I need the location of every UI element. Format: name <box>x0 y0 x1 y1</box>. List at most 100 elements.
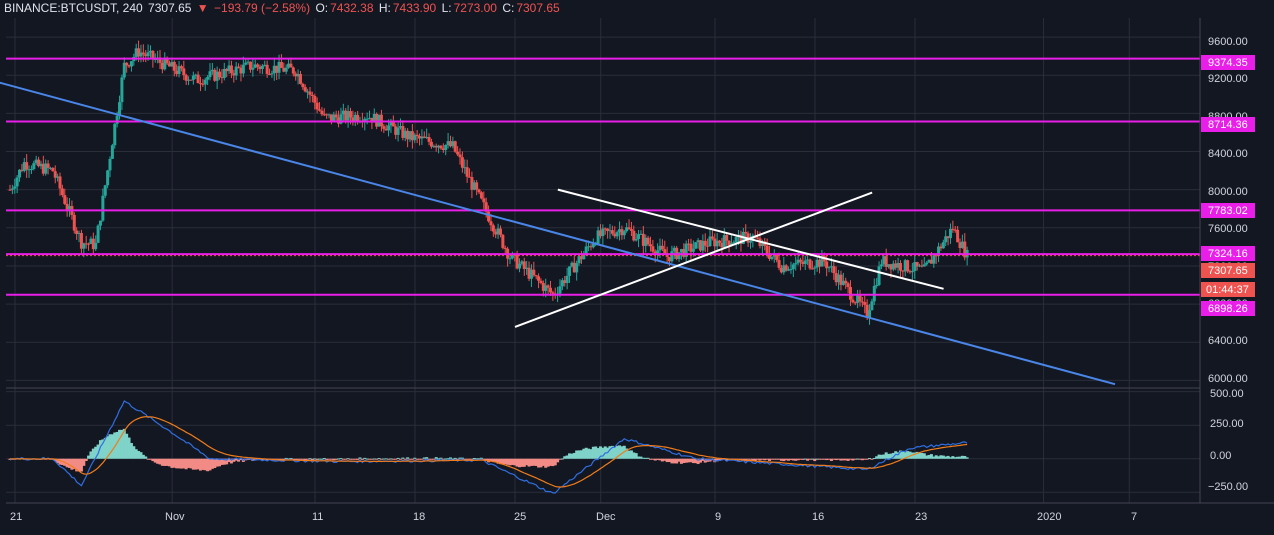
macd-histogram-bar <box>434 457 438 459</box>
macd-histogram-bar <box>958 456 962 459</box>
candle-body <box>791 264 795 270</box>
macd-histogram-bar <box>125 433 129 459</box>
candle-body <box>58 176 62 189</box>
macd-histogram-bar <box>518 458 522 468</box>
macd-histogram-bar <box>160 458 164 466</box>
candle-body <box>82 243 86 249</box>
macd-histogram-bar <box>153 458 157 463</box>
macd-histogram-bar <box>898 450 902 459</box>
candle-body <box>941 242 945 249</box>
macd-histogram-bar <box>589 449 593 459</box>
macd-histogram-bar <box>672 458 676 464</box>
macd-axis[interactable]: 500.00 250.00 0.00 −250.00 <box>1208 388 1248 493</box>
macd-histogram-bar <box>858 458 862 460</box>
macd-histogram-bar <box>765 458 769 460</box>
macd-histogram-bar <box>468 458 472 460</box>
macd-histogram-bar <box>132 446 136 459</box>
macd-histogram-bar <box>401 457 405 459</box>
macd-histogram-bar <box>206 458 210 472</box>
candle-body <box>15 177 19 187</box>
macd-histogram-bar <box>189 458 193 469</box>
candle-body <box>908 271 912 273</box>
macd-histogram-bar <box>127 437 131 459</box>
macd-histogram-bar <box>398 458 402 460</box>
macd-histogram-bar <box>879 454 883 459</box>
candle-body <box>196 74 200 84</box>
macd-histogram-bar <box>837 458 841 460</box>
macd-histogram-bar <box>344 458 348 460</box>
candle-body <box>151 50 155 60</box>
candle-body <box>532 269 536 276</box>
candle-body <box>375 114 379 127</box>
macd-histogram-bar <box>96 444 100 459</box>
macd-histogram-bar <box>963 455 967 459</box>
macd-histogram-bar <box>560 458 564 460</box>
price-tick: 6400.00 <box>1208 335 1248 347</box>
candle-body <box>332 114 336 121</box>
candle-body <box>901 270 905 272</box>
candle-body <box>679 249 683 253</box>
macd-histogram-bar <box>863 458 867 460</box>
macd-histogram-bar <box>889 453 893 459</box>
time-label: 16 <box>812 511 824 523</box>
candle-body <box>672 247 676 252</box>
macd-histogram-bar <box>815 458 819 460</box>
macd-histogram-bar <box>287 458 291 460</box>
macd-histogram-bar <box>818 458 822 460</box>
candle-body <box>313 95 317 103</box>
time-axis[interactable]: 21 Nov 11 18 25 Dec 9 16 23 2020 7 <box>10 511 1137 523</box>
level-label-box <box>1201 203 1255 218</box>
candle-body <box>815 259 819 268</box>
macd-histogram-bar <box>163 458 167 466</box>
candle-body <box>56 176 60 178</box>
macd-histogram-bar <box>377 458 381 460</box>
candle-body <box>298 73 302 84</box>
macd-histogram-bar <box>87 455 91 459</box>
candle-body <box>227 65 231 72</box>
macd-histogram-bar <box>451 458 455 460</box>
level-label-7783: 7783.02 <box>1208 205 1248 217</box>
macd-histogram-bar <box>472 458 476 460</box>
macd-histogram-bar <box>382 458 386 460</box>
macd-histogram-bar <box>329 458 333 460</box>
macd-histogram-bar <box>225 458 229 465</box>
macd-histogram-bar <box>570 453 574 459</box>
level-label-7324: 7324.16 <box>1208 248 1248 260</box>
price-tick: 6000.00 <box>1208 373 1248 385</box>
candle-body <box>546 285 550 288</box>
candle-body <box>434 145 438 148</box>
candle-body <box>784 265 788 271</box>
macd-histogram-bar <box>179 458 183 469</box>
macd-histogram-bar <box>784 458 788 461</box>
candle-body <box>318 109 322 111</box>
candle-body <box>303 87 307 92</box>
candle-body <box>341 110 345 115</box>
macd-histogram-bar <box>751 458 755 461</box>
candle-body <box>244 62 248 65</box>
macd-histogram-bar <box>848 458 852 460</box>
candle-body <box>615 232 619 237</box>
candle-body <box>172 61 176 71</box>
candle-body <box>734 236 738 243</box>
symbol-label[interactable]: BINANCE:BTCUSDT, 240 <box>4 1 143 15</box>
macd-histogram-bar <box>456 458 460 460</box>
drawings[interactable] <box>0 57 1200 386</box>
candle-body <box>934 255 938 257</box>
macd-histogram-bar <box>663 458 667 461</box>
white-support-trendline <box>514 191 873 328</box>
candle-body <box>691 248 695 252</box>
macd-histogram-bar <box>701 458 705 461</box>
time-label: 11 <box>312 511 323 523</box>
macd-histogram-bar <box>470 458 474 460</box>
candle-body <box>158 57 162 63</box>
candle-body <box>263 64 267 66</box>
candle-body <box>558 286 562 294</box>
macd-histogram-bar <box>953 457 957 459</box>
candle-body <box>537 276 541 281</box>
macd-histogram-bar <box>353 458 357 460</box>
macd-histogram-bar <box>441 458 445 460</box>
macd-histogram-bar <box>832 458 836 460</box>
level-label-box <box>1201 301 1255 316</box>
candle-body <box>29 169 33 171</box>
